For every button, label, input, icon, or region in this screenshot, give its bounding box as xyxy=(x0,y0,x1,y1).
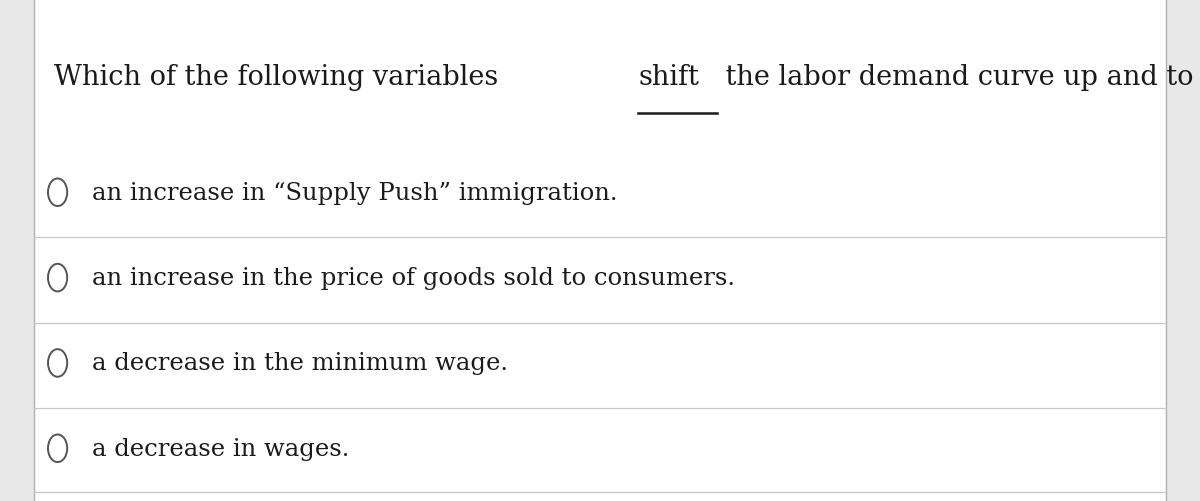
Text: an increase in the price of goods sold to consumers.: an increase in the price of goods sold t… xyxy=(92,267,736,290)
Text: an increase in “Supply Push” immigration.: an increase in “Supply Push” immigration… xyxy=(92,181,618,204)
Text: Which of the following variables: Which of the following variables xyxy=(54,64,506,91)
Text: shift: shift xyxy=(638,64,700,91)
Text: a decrease in wages.: a decrease in wages. xyxy=(92,437,349,460)
Text: the labor demand curve up and to the right?: the labor demand curve up and to the rig… xyxy=(716,64,1200,91)
Text: a decrease in the minimum wage.: a decrease in the minimum wage. xyxy=(92,352,509,375)
